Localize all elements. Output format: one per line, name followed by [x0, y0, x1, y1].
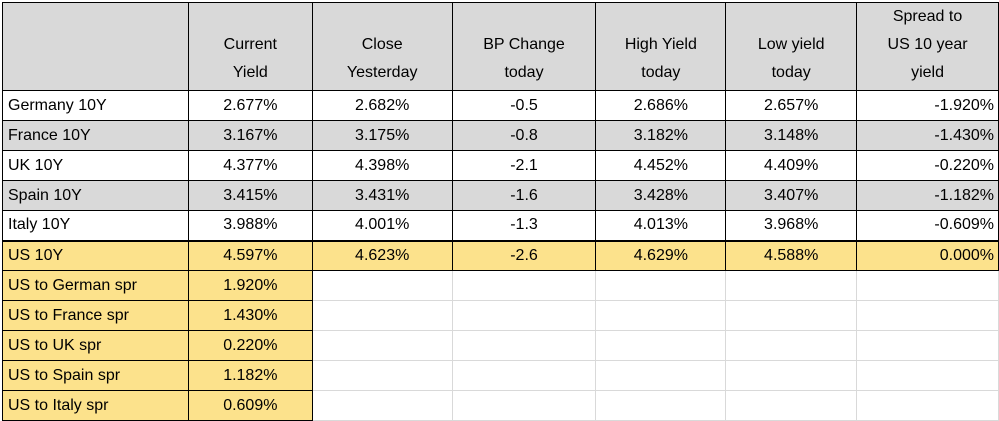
header-cell-high-yield-today[interactable]: High Yield today	[595, 2, 727, 91]
cell-spread[interactable]: -0.609%	[856, 210, 999, 241]
cell-close-yesterday[interactable]: 3.431%	[311, 180, 453, 211]
cell-high-yield[interactable]: 4.452%	[595, 150, 727, 181]
cell-spread-value[interactable]: 0.609%	[187, 390, 313, 421]
empty-cell[interactable]	[725, 270, 858, 301]
cell-close-yesterday[interactable]: 3.175%	[311, 120, 453, 151]
cell-high-yield[interactable]: 2.686%	[595, 90, 727, 121]
row-label[interactable]: France 10Y	[2, 120, 189, 151]
cell-current-yield[interactable]: 3.167%	[187, 120, 313, 151]
row-us-german-spread: US to German spr 1.920%	[2, 270, 999, 301]
cell-bp-change[interactable]: -1.6	[451, 180, 597, 211]
cell-spread[interactable]: 0.000%	[856, 239, 999, 271]
empty-cell[interactable]	[856, 330, 999, 361]
row-italy-10y: Italy 10Y 3.988% 4.001% -1.3 4.013% 3.96…	[2, 210, 999, 241]
cell-high-yield[interactable]: 4.013%	[595, 210, 727, 241]
empty-cell[interactable]	[452, 390, 597, 421]
cell-low-yield[interactable]: 3.968%	[725, 210, 858, 241]
cell-current-yield[interactable]: 4.597%	[187, 239, 313, 271]
empty-cell[interactable]	[312, 360, 453, 391]
empty-cell[interactable]	[452, 270, 597, 301]
row-label[interactable]: Germany 10Y	[2, 90, 189, 121]
empty-cell[interactable]	[452, 330, 597, 361]
row-france-10y: France 10Y 3.167% 3.175% -0.8 3.182% 3.1…	[2, 120, 999, 151]
row-us-italy-spread: US to Italy spr 0.609%	[2, 390, 999, 421]
empty-cell[interactable]	[312, 300, 453, 331]
cell-spread-value[interactable]: 0.220%	[187, 330, 313, 361]
row-label[interactable]: US to German spr	[2, 270, 189, 301]
cell-spread[interactable]: -0.220%	[856, 150, 999, 181]
empty-cell[interactable]	[452, 300, 597, 331]
empty-cell[interactable]	[725, 300, 858, 331]
row-label[interactable]: US to France spr	[2, 300, 189, 331]
cell-spread-value[interactable]: 1.182%	[187, 360, 313, 391]
row-us-10y: US 10Y 4.597% 4.623% -2.6 4.629% 4.588% …	[2, 239, 999, 271]
cell-spread[interactable]: -1.430%	[856, 120, 999, 151]
cell-bp-change[interactable]: -0.5	[451, 90, 597, 121]
cell-low-yield[interactable]: 2.657%	[725, 90, 858, 121]
cell-close-yesterday[interactable]: 4.398%	[311, 150, 453, 181]
row-label[interactable]: US to Italy spr	[2, 390, 189, 421]
cell-close-yesterday[interactable]: 2.682%	[311, 90, 453, 121]
empty-cell[interactable]	[595, 300, 727, 331]
empty-cell[interactable]	[856, 360, 999, 391]
empty-cell[interactable]	[312, 330, 453, 361]
cell-low-yield[interactable]: 4.588%	[725, 239, 858, 271]
empty-cell[interactable]	[856, 270, 999, 301]
empty-cell[interactable]	[725, 360, 858, 391]
row-spain-10y: Spain 10Y 3.415% 3.431% -1.6 3.428% 3.40…	[2, 180, 999, 211]
row-label[interactable]: Italy 10Y	[2, 210, 189, 241]
header-cell-spread-to-us[interactable]: Spread to US 10 year yield	[856, 2, 999, 91]
row-us-france-spread: US to France spr 1.430%	[2, 300, 999, 331]
row-label[interactable]: US to UK spr	[2, 330, 189, 361]
empty-cell[interactable]	[595, 330, 727, 361]
row-label[interactable]: Spain 10Y	[2, 180, 189, 211]
cell-low-yield[interactable]: 3.148%	[725, 120, 858, 151]
cell-bp-change[interactable]: -1.3	[451, 210, 597, 241]
header-cell-blank[interactable]	[2, 2, 189, 91]
empty-cell[interactable]	[856, 300, 999, 331]
header-cell-low-yield-today[interactable]: Low yield today	[725, 2, 858, 91]
header-cell-close-yesterday[interactable]: Close Yesterday	[311, 2, 453, 91]
cell-close-yesterday[interactable]: 4.001%	[311, 210, 453, 241]
empty-cell[interactable]	[725, 390, 858, 421]
cell-current-yield[interactable]: 3.415%	[187, 180, 313, 211]
cell-low-yield[interactable]: 3.407%	[725, 180, 858, 211]
row-us-uk-spread: US to UK spr 0.220%	[2, 330, 999, 361]
row-label[interactable]: US to Spain spr	[2, 360, 189, 391]
empty-cell[interactable]	[312, 270, 453, 301]
row-label[interactable]: US 10Y	[2, 239, 189, 271]
cell-current-yield[interactable]: 4.377%	[187, 150, 313, 181]
empty-cell[interactable]	[725, 330, 858, 361]
empty-cell[interactable]	[312, 390, 453, 421]
row-us-spain-spread: US to Spain spr 1.182%	[2, 360, 999, 391]
cell-high-yield[interactable]: 3.428%	[595, 180, 727, 211]
cell-current-yield[interactable]: 3.988%	[187, 210, 313, 241]
header-cell-current-yield[interactable]: Current Yield	[187, 2, 313, 91]
cell-close-yesterday[interactable]: 4.623%	[311, 239, 453, 271]
cell-bp-change[interactable]: -0.8	[451, 120, 597, 151]
empty-cell[interactable]	[856, 390, 999, 421]
cell-spread[interactable]: -1.920%	[856, 90, 999, 121]
empty-cell[interactable]	[452, 360, 597, 391]
empty-cell[interactable]	[595, 390, 727, 421]
header-cell-bp-change-today[interactable]: BP Change today	[451, 2, 597, 91]
empty-cell[interactable]	[595, 360, 727, 391]
row-germany-10y: Germany 10Y 2.677% 2.682% -0.5 2.686% 2.…	[2, 90, 999, 121]
cell-high-yield[interactable]: 3.182%	[595, 120, 727, 151]
row-label[interactable]: UK 10Y	[2, 150, 189, 181]
cell-spread[interactable]: -1.182%	[856, 180, 999, 211]
cell-high-yield[interactable]: 4.629%	[595, 239, 727, 271]
cell-bp-change[interactable]: -2.1	[451, 150, 597, 181]
cell-bp-change[interactable]: -2.6	[451, 239, 597, 271]
empty-cell[interactable]	[595, 270, 727, 301]
header-row: Current Yield Close Yesterday BP Change …	[2, 2, 999, 91]
cell-spread-value[interactable]: 1.920%	[187, 270, 313, 301]
cell-spread-value[interactable]: 1.430%	[187, 300, 313, 331]
row-uk-10y: UK 10Y 4.377% 4.398% -2.1 4.452% 4.409% …	[2, 150, 999, 181]
cell-low-yield[interactable]: 4.409%	[725, 150, 858, 181]
cell-current-yield[interactable]: 2.677%	[187, 90, 313, 121]
